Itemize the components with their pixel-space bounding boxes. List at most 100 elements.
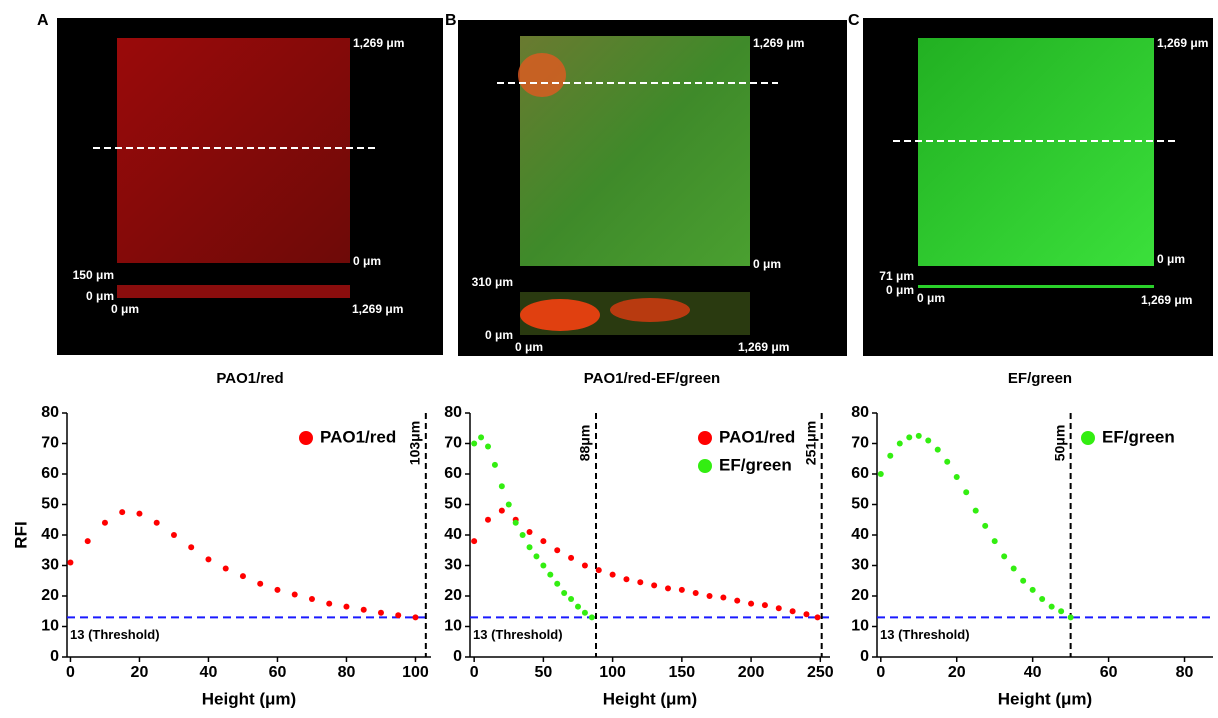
panel-letter: A xyxy=(37,12,49,29)
image-label: 0 μm xyxy=(886,283,914,297)
legend-marker xyxy=(698,431,712,445)
data-point xyxy=(595,567,602,574)
panel-a: A 1,269 μm 0 μm 150 μm 0 μm 0 μm 1,269 μ… xyxy=(37,12,443,387)
data-point xyxy=(1039,596,1046,603)
data-point xyxy=(588,614,595,621)
data-point xyxy=(547,571,554,578)
x-tick-label: 100 xyxy=(402,664,429,681)
legend-marker xyxy=(698,459,712,473)
data-point xyxy=(360,606,367,613)
image-label: 0 μm xyxy=(485,328,513,342)
x-tick-label: 60 xyxy=(1100,664,1118,681)
y-tick-label: 0 xyxy=(860,648,869,665)
x-tick-label: 40 xyxy=(200,664,218,681)
data-point xyxy=(972,507,979,514)
y-tick-label: 20 xyxy=(444,587,462,604)
data-point xyxy=(637,579,644,586)
x-axis-label: Height (μm) xyxy=(998,689,1092,708)
image-label: 1,269 μm xyxy=(352,302,403,316)
legend-marker xyxy=(1081,431,1095,445)
data-point xyxy=(665,585,671,592)
data-point xyxy=(526,528,533,535)
data-point xyxy=(991,538,998,545)
image xyxy=(117,38,350,263)
data-point xyxy=(257,580,264,587)
data-point xyxy=(540,538,547,545)
y-tick-label: 10 xyxy=(444,618,462,635)
chart: 0 10 20 30 40 50 60 70 80 0 50 100 150 200 250 Height (… xyxy=(444,404,834,708)
data-point xyxy=(188,544,195,551)
y-tick-label: 50 xyxy=(444,496,462,513)
data-point xyxy=(505,501,512,508)
image-label: 1,269 μm xyxy=(1157,36,1208,50)
legend-label: PAO1/red xyxy=(719,427,795,446)
data-point xyxy=(581,609,588,616)
panel-c: C 1,269 μm 0 μm 71 μm 0 μm 0 μm 1,269 μm… xyxy=(848,12,1213,387)
legend-marker xyxy=(299,431,313,445)
x-tick-label: 0 xyxy=(470,664,479,681)
x-tick-label: 50 xyxy=(534,664,552,681)
y-tick-label: 0 xyxy=(453,648,462,665)
image-spot xyxy=(518,53,566,97)
data-point xyxy=(119,509,126,516)
data-point xyxy=(222,565,229,572)
data-point xyxy=(982,522,989,529)
data-point xyxy=(581,562,588,569)
threshold-label: 13 (Threshold) xyxy=(880,627,970,642)
chart: 0 10 20 30 40 50 60 70 80 0 20 40 60 80 100 Height (μm)… xyxy=(11,404,431,708)
image-label: 1,269 μm xyxy=(738,340,789,354)
x-tick-label: 20 xyxy=(131,664,149,681)
data-point xyxy=(491,461,498,468)
data-point xyxy=(1058,608,1065,615)
y-tick-label: 30 xyxy=(41,557,59,574)
data-point xyxy=(678,586,685,593)
data-point xyxy=(205,556,212,563)
image-label: 1,269 μm xyxy=(1141,293,1192,307)
x-tick-label: 150 xyxy=(668,664,695,681)
image-label: 0 μm xyxy=(753,257,781,271)
data-point xyxy=(412,614,419,621)
x-tick-label: 200 xyxy=(738,664,765,681)
data-point xyxy=(944,458,951,465)
data-point xyxy=(153,519,160,526)
data-point xyxy=(609,571,616,578)
data-point xyxy=(761,602,768,609)
data-point xyxy=(101,519,108,526)
y-tick-label: 10 xyxy=(851,618,869,635)
data-point xyxy=(789,608,796,615)
y-tick-label: 30 xyxy=(444,557,462,574)
x-tick-label: 100 xyxy=(599,664,626,681)
y-tick-label: 60 xyxy=(41,465,59,482)
data-point xyxy=(568,554,575,561)
data-point xyxy=(963,489,970,496)
y-tick-label: 20 xyxy=(41,587,59,604)
x-tick-label: 80 xyxy=(1176,664,1194,681)
data-point xyxy=(692,589,699,596)
panel-letter: B xyxy=(445,12,457,29)
data-point xyxy=(953,474,960,481)
data-point xyxy=(1010,565,1017,572)
x-tick-label: 40 xyxy=(1024,664,1042,681)
x-axis-label: Height (μm) xyxy=(603,689,697,708)
data-point xyxy=(308,596,315,603)
x-tick-label: 0 xyxy=(876,664,885,681)
data-point xyxy=(239,573,246,580)
image xyxy=(918,38,1154,266)
data-point xyxy=(395,612,402,619)
image-label: 0 μm xyxy=(1157,252,1185,266)
x-axis-label: Height (μm) xyxy=(202,689,296,708)
data-point xyxy=(485,443,491,450)
cutoff-label: 88μm xyxy=(577,425,593,462)
y-tick-label: 40 xyxy=(41,526,59,543)
data-point xyxy=(720,594,727,601)
y-tick-label: 10 xyxy=(41,618,59,635)
x-tick-label: 60 xyxy=(269,664,287,681)
panel-letter: C xyxy=(848,12,860,29)
cutoff-label: 50μm xyxy=(1051,425,1067,462)
y-tick-label: 70 xyxy=(851,435,869,452)
data-point xyxy=(498,507,505,514)
data-point xyxy=(274,586,281,593)
data-point xyxy=(498,483,505,490)
data-point xyxy=(803,611,810,618)
data-point xyxy=(136,510,143,517)
